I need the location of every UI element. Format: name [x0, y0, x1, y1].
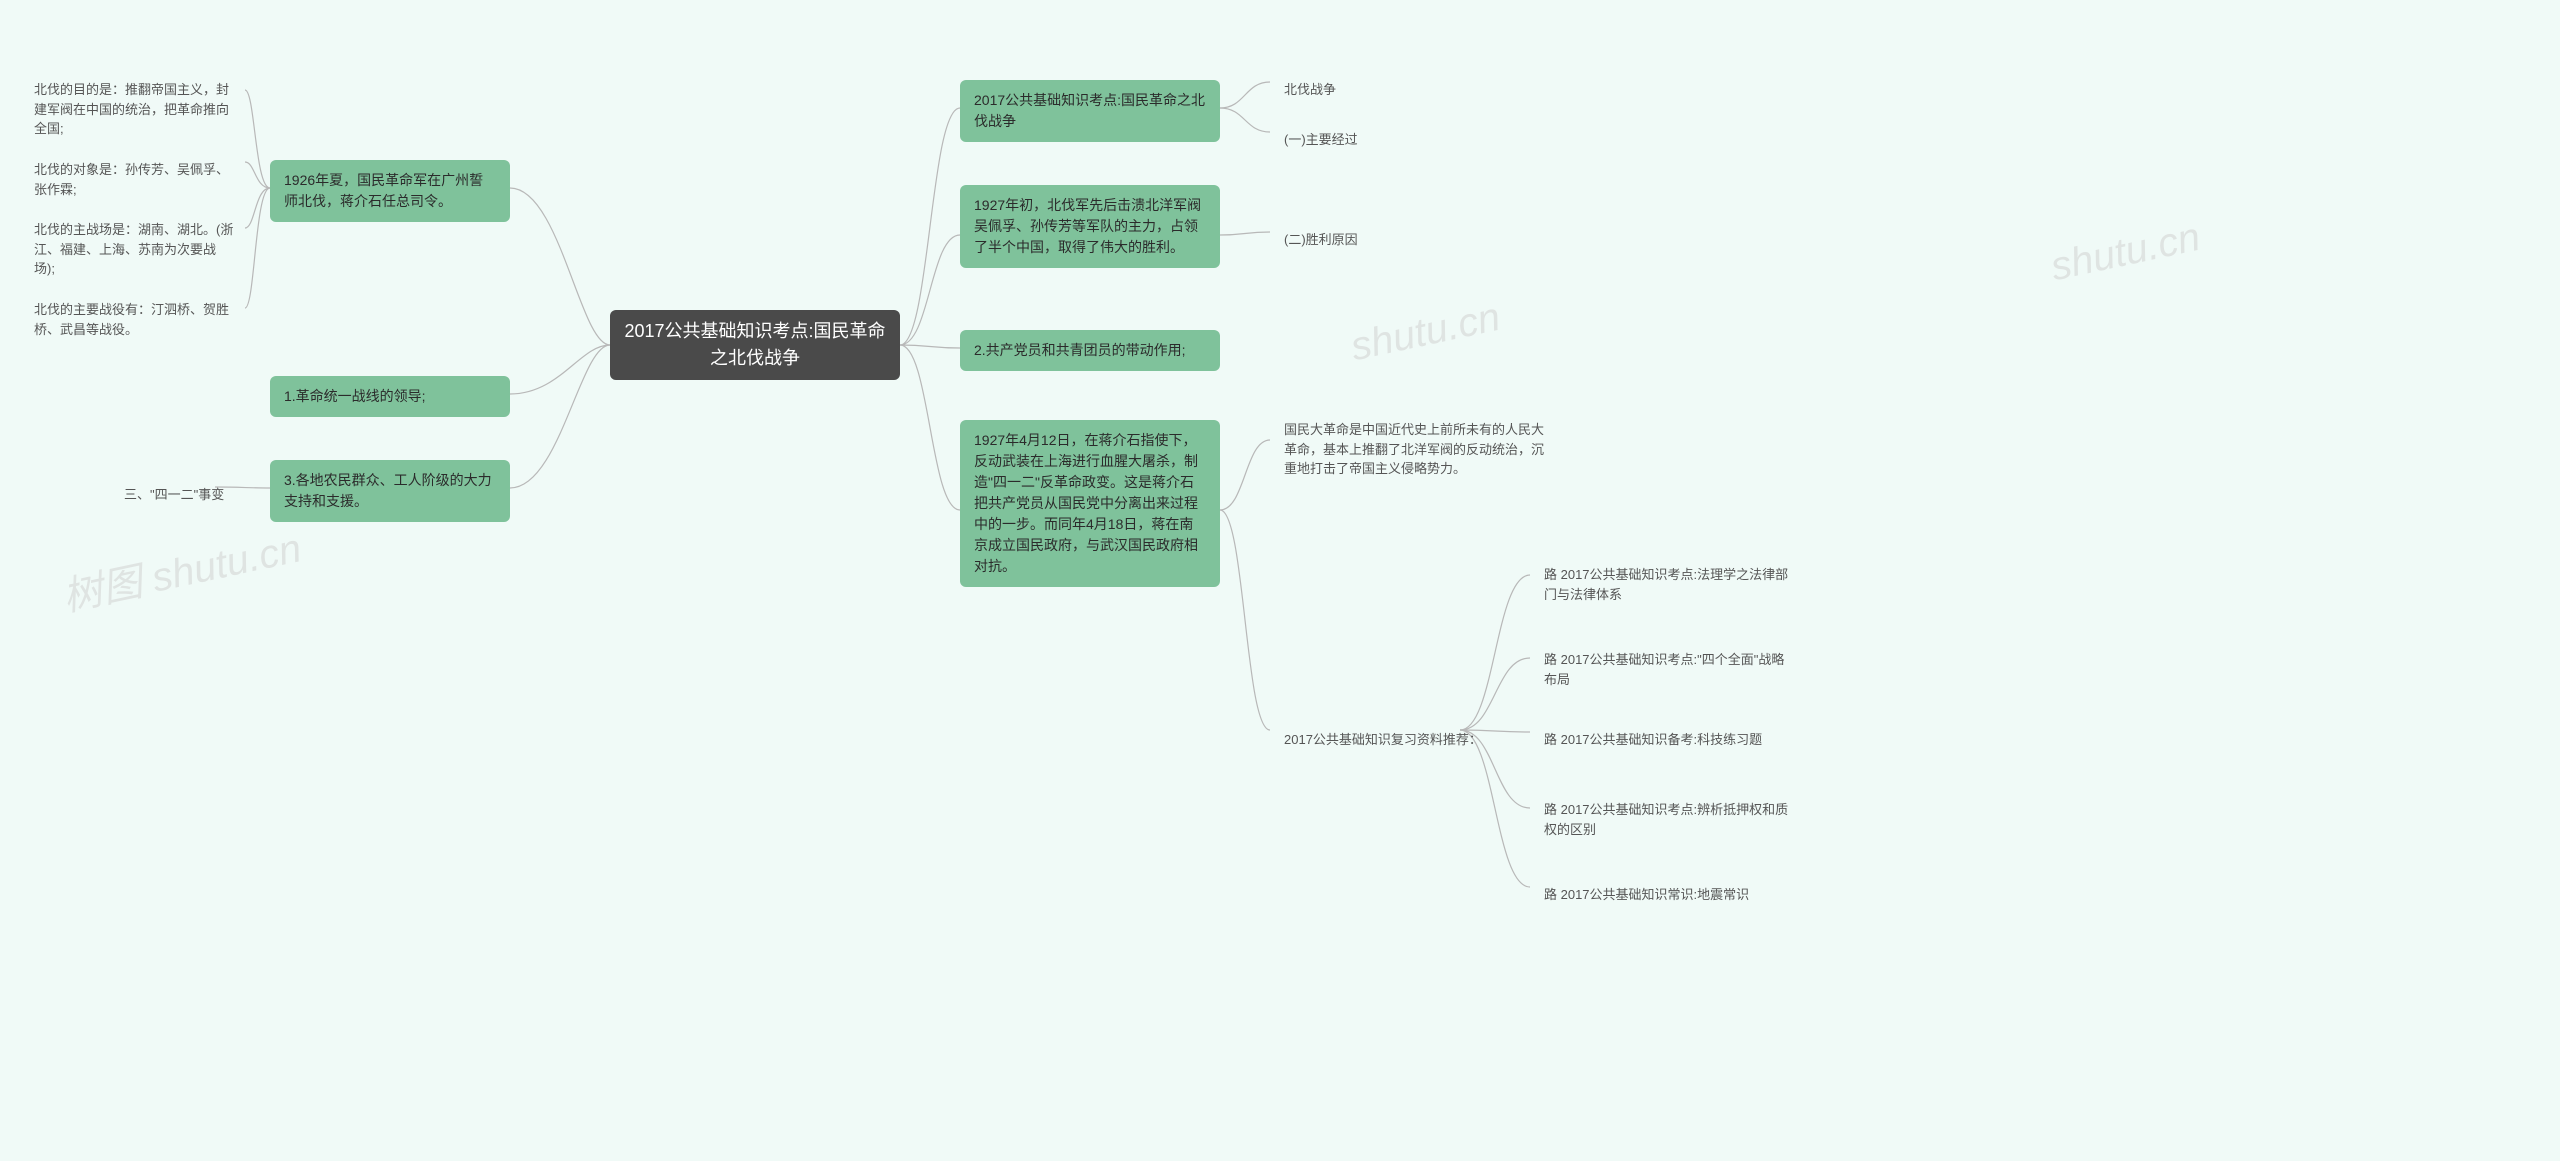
central-node: 2017公共基础知识考点:国民革命之北伐战争 — [610, 310, 900, 380]
node-r2-label: 1927年初，北伐军先后击溃北洋军阀吴佩孚、孙传芳等军队的主力，占领了半个中国，… — [974, 195, 1206, 258]
leaf-l3c1-text: 三、"四一二"事变 — [124, 485, 224, 505]
leaf-res-item-1: 路 2017公共基础知识考点:"四个全面"战略布局 — [1530, 640, 1810, 699]
leaf-res-item-1-text: 路 2017公共基础知识考点:"四个全面"战略布局 — [1544, 650, 1796, 689]
watermark-1-text: 树图 shutu.cn — [59, 526, 305, 619]
leaf-l1c1: 北伐的目的是：推翻帝国主义，封建军阀在中国的统治，把革命推向全国; — [20, 70, 250, 149]
node-l3-label: 3.各地农民群众、工人阶级的大力支持和支援。 — [284, 470, 496, 512]
watermark-1: 树图 shutu.cn — [57, 515, 306, 622]
leaf-res-item-4: 路 2017公共基础知识常识:地震常识 — [1530, 875, 1810, 915]
node-r4: 1927年4月12日，在蒋介石指使下，反动武装在上海进行血腥大屠杀，制造"四一二… — [960, 420, 1220, 587]
watermark-2-text: shutu.cn — [1347, 295, 1504, 369]
leaf-l1c2-text: 北伐的对象是：孙传芳、吴佩孚、张作霖; — [34, 160, 236, 199]
node-r1: 2017公共基础知识考点:国民革命之北伐战争 — [960, 80, 1220, 142]
leaf-res-item-2: 路 2017公共基础知识备考:科技练习题 — [1530, 720, 1810, 760]
leaf-r4-resources-text: 2017公共基础知识复习资料推荐： — [1284, 730, 1482, 750]
leaf-r1c1-text: 北伐战争 — [1284, 80, 1336, 100]
leaf-r1c2-text: (一)主要经过 — [1284, 130, 1358, 150]
leaf-r2c1-text: (二)胜利原因 — [1284, 230, 1358, 250]
leaf-l1c2: 北伐的对象是：孙传芳、吴佩孚、张作霖; — [20, 150, 250, 209]
node-l2: 1.革命统一战线的领导; — [270, 376, 510, 417]
leaf-r1c2: (一)主要经过 — [1270, 120, 1372, 160]
leaf-l1c4: 北伐的主要战役有：汀泗桥、贺胜桥、武昌等战役。 — [20, 290, 250, 349]
leaf-l1c1-text: 北伐的目的是：推翻帝国主义，封建军阀在中国的统治，把革命推向全国; — [34, 80, 236, 139]
node-r1-label: 2017公共基础知识考点:国民革命之北伐战争 — [974, 90, 1206, 132]
node-r2: 1927年初，北伐军先后击溃北洋军阀吴佩孚、孙传芳等军队的主力，占领了半个中国，… — [960, 185, 1220, 268]
leaf-res-item-3: 路 2017公共基础知识考点:辨析抵押权和质权的区别 — [1530, 790, 1810, 849]
central-title: 2017公共基础知识考点:国民革命之北伐战争 — [624, 318, 886, 372]
leaf-r1c1: 北伐战争 — [1270, 70, 1350, 110]
leaf-res-item-0: 路 2017公共基础知识考点:法理学之法律部门与法律体系 — [1530, 555, 1810, 614]
leaf-l3c1: 三、"四一二"事变 — [110, 475, 238, 515]
leaf-l1c3: 北伐的主战场是：湖南、湖北。(浙江、福建、上海、苏南为次要战场); — [20, 210, 250, 289]
watermark-2: shutu.cn — [1347, 295, 1504, 370]
node-l3: 3.各地农民群众、工人阶级的大力支持和支援。 — [270, 460, 510, 522]
leaf-res-item-2-text: 路 2017公共基础知识备考:科技练习题 — [1544, 730, 1762, 750]
leaf-res-item-3-text: 路 2017公共基础知识考点:辨析抵押权和质权的区别 — [1544, 800, 1796, 839]
node-r3-label: 2.共产党员和共青团员的带动作用; — [974, 340, 1186, 361]
leaf-r2c1: (二)胜利原因 — [1270, 220, 1372, 260]
node-l1-label: 1926年夏，国民革命军在广州誓师北伐，蒋介石任总司令。 — [284, 170, 496, 212]
leaf-r4c1-text: 国民大革命是中国近代史上前所未有的人民大革命，基本上推翻了北洋军阀的反动统治，沉… — [1284, 420, 1546, 479]
node-l1: 1926年夏，国民革命军在广州誓师北伐，蒋介石任总司令。 — [270, 160, 510, 222]
leaf-l1c3-text: 北伐的主战场是：湖南、湖北。(浙江、福建、上海、苏南为次要战场); — [34, 220, 236, 279]
leaf-r4c1: 国民大革命是中国近代史上前所未有的人民大革命，基本上推翻了北洋军阀的反动统治，沉… — [1270, 410, 1560, 489]
node-r3: 2.共产党员和共青团员的带动作用; — [960, 330, 1220, 371]
node-r4-label: 1927年4月12日，在蒋介石指使下，反动武装在上海进行血腥大屠杀，制造"四一二… — [974, 430, 1206, 577]
leaf-r4-resources: 2017公共基础知识复习资料推荐： — [1270, 720, 1496, 760]
watermark-3-text: shutu.cn — [2047, 215, 2204, 289]
leaf-res-item-4-text: 路 2017公共基础知识常识:地震常识 — [1544, 885, 1749, 905]
watermark-3: shutu.cn — [2047, 215, 2204, 290]
leaf-l1c4-text: 北伐的主要战役有：汀泗桥、贺胜桥、武昌等战役。 — [34, 300, 236, 339]
node-l2-label: 1.革命统一战线的领导; — [284, 386, 426, 407]
leaf-res-item-0-text: 路 2017公共基础知识考点:法理学之法律部门与法律体系 — [1544, 565, 1796, 604]
